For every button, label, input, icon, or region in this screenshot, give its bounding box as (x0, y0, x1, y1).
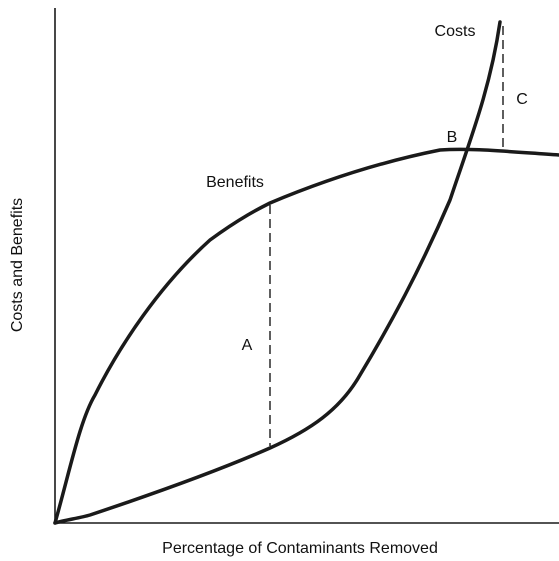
point-label: C (516, 91, 528, 108)
axes (54, 8, 559, 524)
curve-label: Costs (435, 23, 476, 40)
x-axis-label: Percentage of Contaminants Removed (162, 540, 438, 557)
benefits-curve (53, 147, 559, 525)
curve-label: Benefits (206, 174, 264, 191)
y-axis-label: Costs and Benefits (9, 198, 26, 332)
point-label: B (447, 129, 458, 146)
costs-curve (53, 20, 502, 525)
point-label: A (242, 337, 253, 354)
